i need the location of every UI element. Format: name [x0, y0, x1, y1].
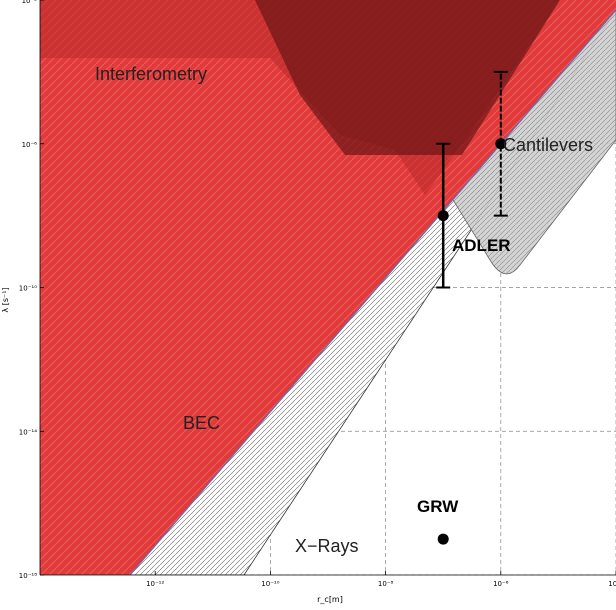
interferometry-region-inner	[255, 0, 560, 155]
data-point	[495, 138, 507, 150]
bec-boundary	[129, 9, 616, 575]
y-tick-label: 10⁻¹⁴	[19, 428, 37, 436]
grw-label: GRW	[417, 497, 459, 516]
plot-area	[40, 0, 616, 575]
x-tick-label: 10⁻⁴	[608, 580, 616, 588]
x-ticks: 10⁻¹² 10⁻¹⁰ 10⁻⁸ 10⁻⁶ 10⁻⁴	[146, 571, 616, 588]
y-tick-label: 10⁻¹⁸	[19, 572, 37, 580]
y-tick-label: 10⁻²	[22, 0, 38, 5]
y-tick-label: 10⁻⁶	[22, 141, 38, 149]
data-point	[437, 533, 449, 545]
data-point	[437, 210, 449, 222]
adler-label: ADLER	[452, 236, 511, 255]
xrays-label: X−Rays	[295, 536, 359, 556]
x-tick-label: 10⁻⁸	[378, 580, 394, 588]
y-tick-label: 10⁻¹⁰	[19, 285, 37, 293]
y-ticks: 10⁻² 10⁻⁶ 10⁻¹⁰ 10⁻¹⁴ 10⁻¹⁸	[19, 0, 44, 580]
x-tick-label: 10⁻¹⁰	[261, 580, 279, 588]
cantilevers-label: Cantilevers	[503, 135, 593, 155]
interferometry-label: Interferometry	[95, 64, 207, 84]
y-axis-label: λ [s⁻¹]	[1, 287, 10, 312]
data-points	[437, 138, 507, 545]
x-axis-label: r_c[m]	[317, 595, 343, 604]
x-tick-label: 10⁻⁶	[493, 580, 509, 588]
bec-label: BEC	[183, 413, 220, 433]
x-tick-label: 10⁻¹²	[146, 580, 164, 588]
